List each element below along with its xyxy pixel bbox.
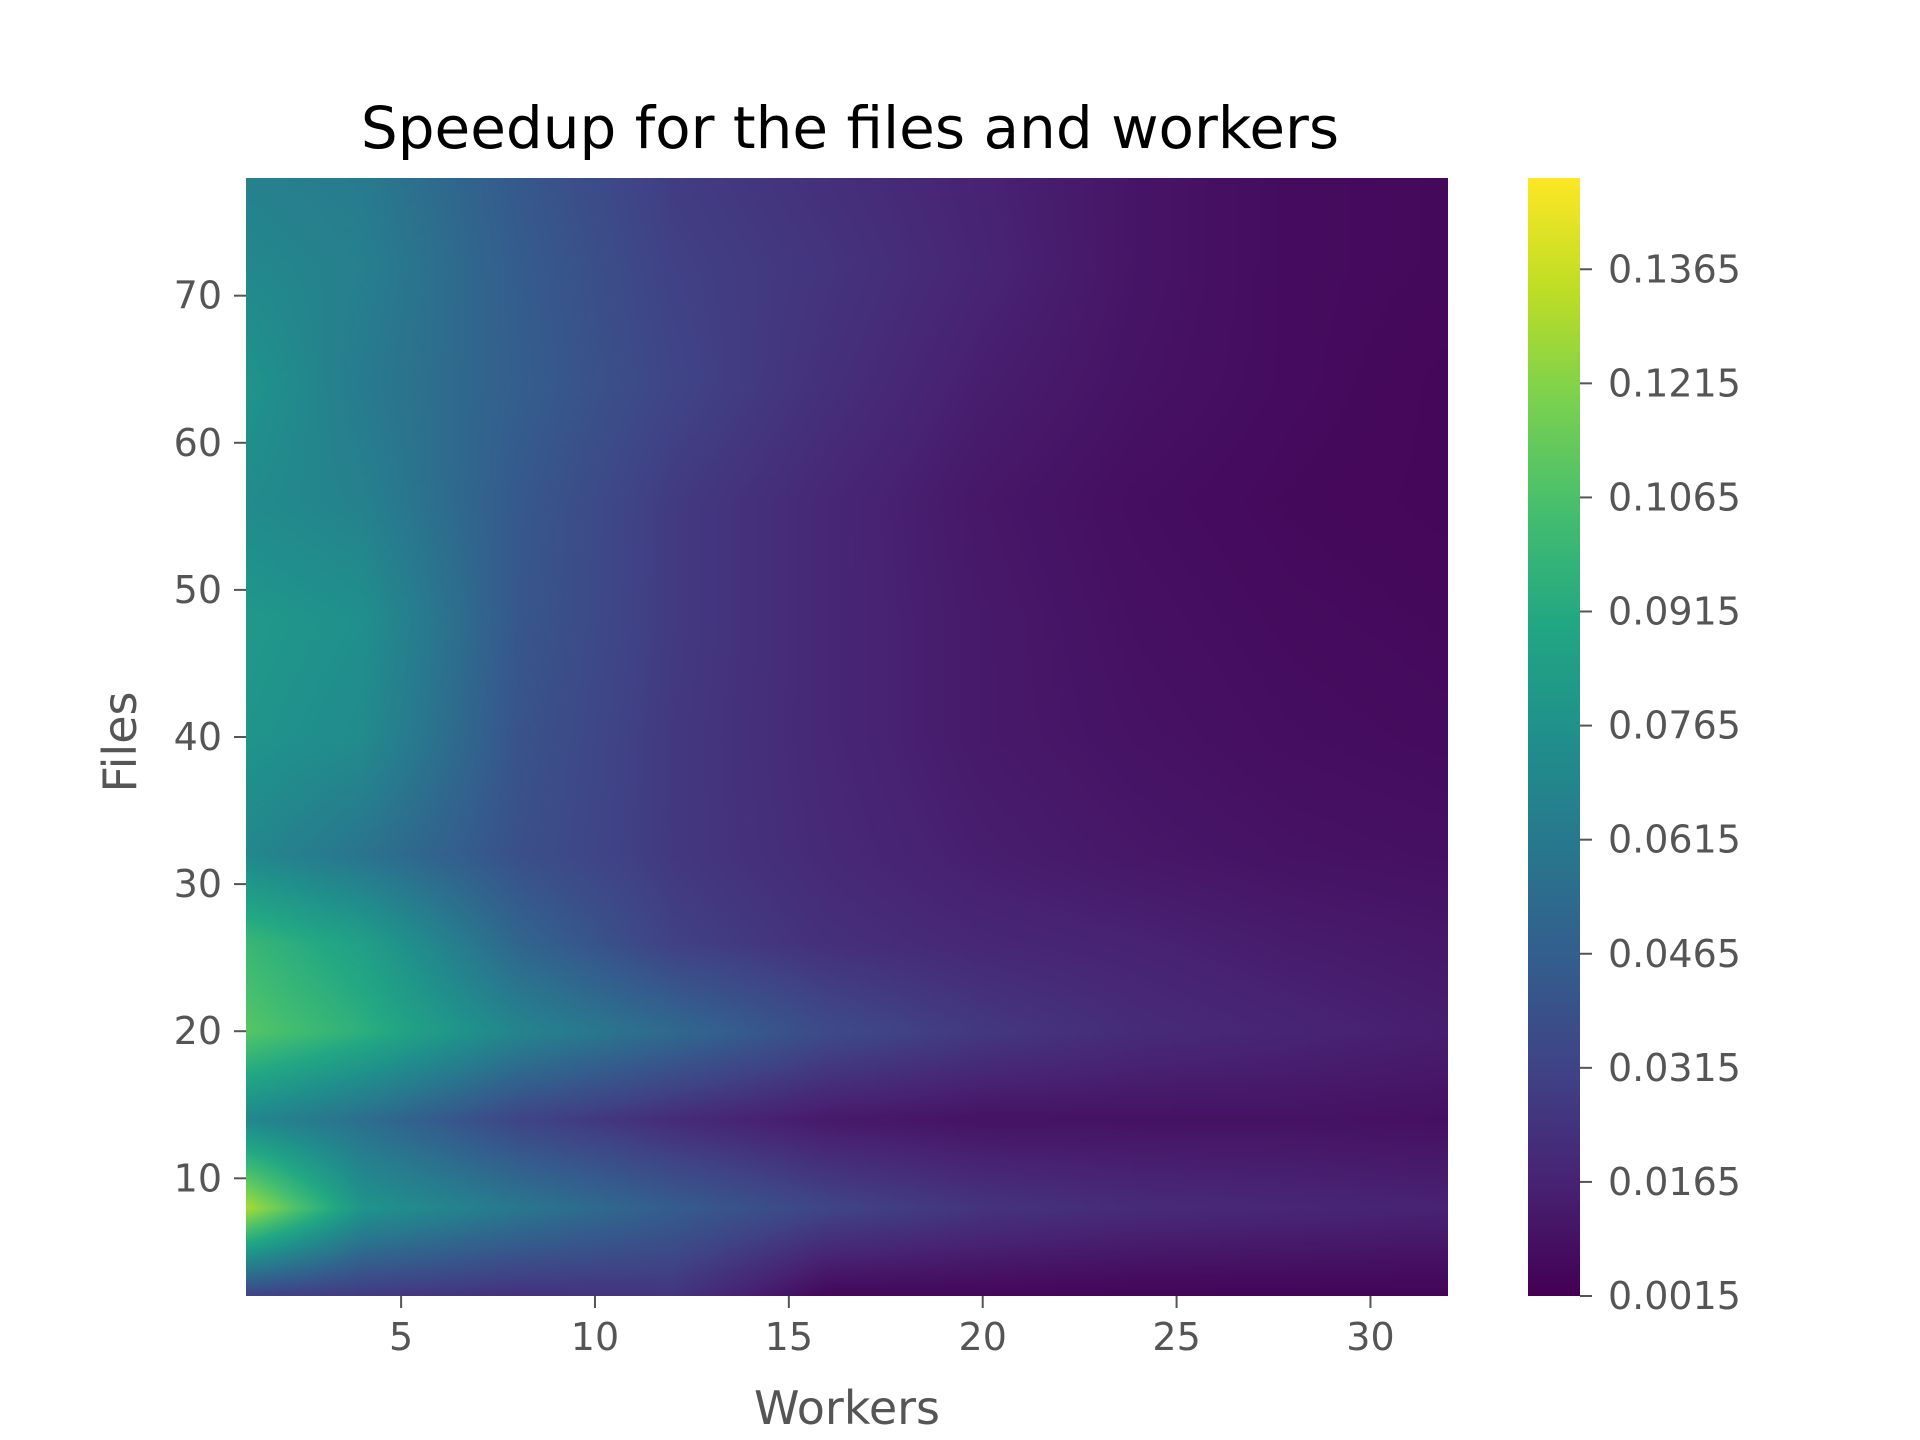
colorbar-tick-label: 0.1215	[1608, 361, 1741, 405]
heatmap-surface	[246, 178, 1448, 1296]
y-tick-label: 50	[174, 568, 222, 612]
x-tick-label: 10	[571, 1315, 619, 1359]
colorbar-tick-label: 0.0765	[1608, 704, 1741, 748]
y-tick-label: 60	[174, 421, 222, 465]
colorbar	[1528, 178, 1580, 1296]
x-tick-label: 25	[1152, 1315, 1200, 1359]
x-axis: 5 10 15 20 25 30	[389, 1296, 1395, 1359]
y-tick-label: 20	[174, 1009, 222, 1053]
y-tick-label: 40	[174, 715, 222, 759]
chart-title: Speedup for the files and workers	[361, 94, 1339, 162]
y-tick-label: 70	[174, 274, 222, 318]
x-tick-label: 5	[389, 1315, 413, 1359]
colorbar-axis: 0.0015 0.0165 0.0315 0.0465 0.0615 0.0765 0.09…	[1580, 247, 1741, 1318]
y-axis: 10 20 30 40 50 60 70	[174, 274, 246, 1200]
y-axis-label: Files	[93, 692, 147, 793]
colorbar-tick-label: 0.0915	[1608, 590, 1741, 634]
colorbar-tick-label: 0.0015	[1608, 1274, 1741, 1318]
colorbar-tick-label: 0.1365	[1608, 247, 1741, 291]
x-axis-label: Workers	[754, 1381, 940, 1435]
x-tick-label: 15	[765, 1315, 813, 1359]
colorbar-tick-label: 0.0165	[1608, 1160, 1741, 1204]
colorbar-tick-label: 0.1065	[1608, 475, 1741, 519]
y-tick-label: 10	[174, 1156, 222, 1200]
y-tick-label: 30	[174, 862, 222, 906]
x-tick-label: 20	[959, 1315, 1007, 1359]
colorbar-tick-label: 0.0315	[1608, 1046, 1741, 1090]
x-tick-label: 30	[1346, 1315, 1394, 1359]
colorbar-tick-label: 0.0615	[1608, 818, 1741, 862]
colorbar-tick-label: 0.0465	[1608, 932, 1741, 976]
